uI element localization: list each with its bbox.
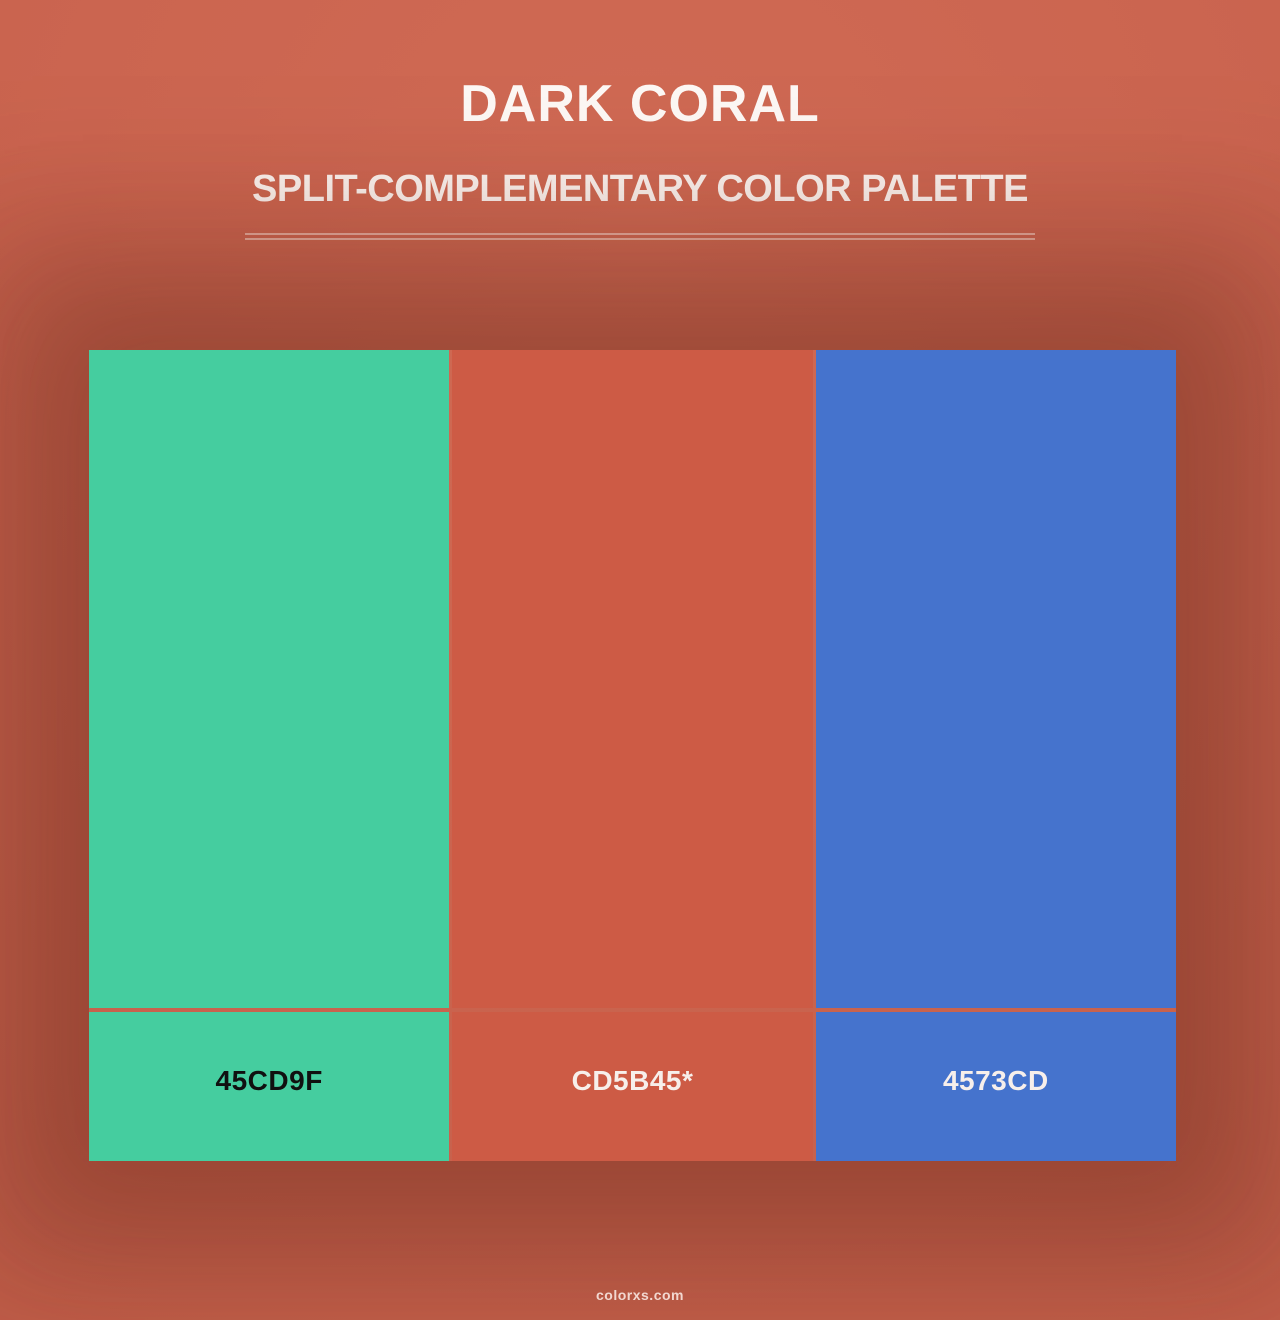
color-palette: 45CD9F CD5B45* 4573CD — [89, 350, 1176, 1161]
swatch-blue — [815, 350, 1176, 1008]
page-title: DARK CORAL — [460, 75, 820, 133]
swatch-blue-label-cell: 4573CD — [815, 1012, 1176, 1161]
swatch-green-label-cell: 45CD9F — [89, 1012, 450, 1161]
hex-label-blue: 4573CD — [942, 1064, 1049, 1096]
page-subtitle: SPLIT-COMPLEMENTARY COLOR PALETTE — [252, 168, 1028, 210]
swatch-green — [89, 350, 450, 1008]
hex-label-green: 45CD9F — [215, 1064, 323, 1096]
swatch-coral — [452, 350, 813, 1008]
footer-brand-logo: colorxs.com — [596, 1287, 684, 1303]
subtitle-divider — [245, 233, 1035, 240]
hex-label-coral: CD5B45* — [571, 1064, 694, 1096]
swatch-coral-label-cell: CD5B45* — [452, 1012, 813, 1161]
